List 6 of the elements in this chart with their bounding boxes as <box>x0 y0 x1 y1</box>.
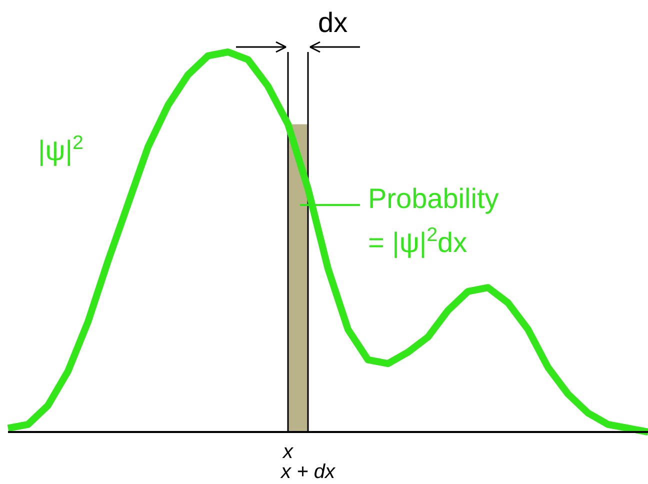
x-tick-label: x <box>282 441 294 463</box>
annotation: Probability <box>368 183 499 214</box>
annotation: |ψ|$^{2}$ <box>38 132 84 166</box>
text: dx <box>318 7 348 38</box>
annotation: = |ψ|$^{2}$dx <box>368 224 468 258</box>
x-tick-label: x + dx <box>280 461 336 483</box>
